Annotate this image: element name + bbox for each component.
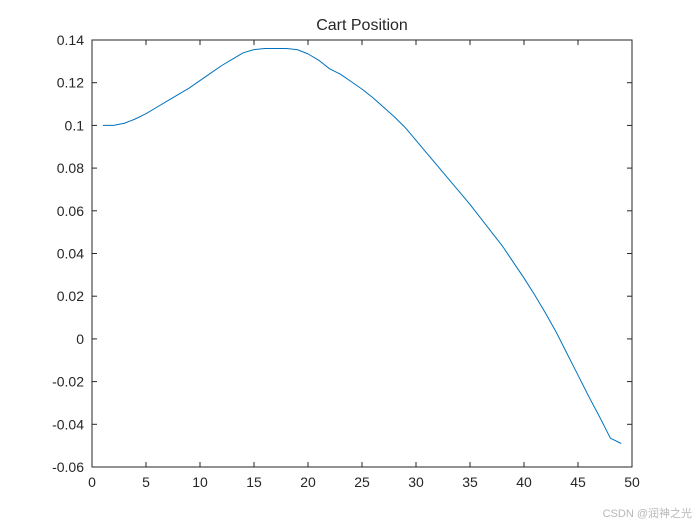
y-tick-label: 0.14 <box>57 32 84 48</box>
x-tick-label: 15 <box>246 474 262 490</box>
y-tick-label: 0.06 <box>57 203 84 219</box>
x-tick-label: 10 <box>192 474 208 490</box>
x-tick-label: 45 <box>570 474 586 490</box>
x-tick-label: 35 <box>462 474 478 490</box>
x-tick-label: 0 <box>88 474 96 490</box>
x-tick-label: 40 <box>516 474 532 490</box>
x-tick-label: 50 <box>624 474 640 490</box>
x-tick-label: 5 <box>142 474 150 490</box>
x-tick-label: 30 <box>408 474 424 490</box>
y-axis: 0.14 0.12 0.1 0.08 0.06 0.04 0.02 0 -0.02 -0.04 -0… <box>52 32 632 475</box>
series-layer <box>102 48 622 444</box>
watermark: CSDN @润神之光 <box>602 508 692 520</box>
y-tick-label: 0.1 <box>65 117 85 133</box>
x-axis: 0 5 10 15 20 25 30 35 40 45 50 <box>88 40 640 490</box>
y-tick-label: 0.04 <box>57 246 84 262</box>
y-tick-label: 0 <box>76 331 84 347</box>
x-tick-label: 25 <box>354 474 370 490</box>
plot-area <box>91 39 633 468</box>
series-line <box>102 48 622 444</box>
y-tick-label: 0.08 <box>57 160 84 176</box>
y-tick-label: 0.02 <box>57 288 84 304</box>
y-tick-label: -0.06 <box>52 459 84 475</box>
y-tick-label: -0.02 <box>52 374 84 390</box>
y-tick-label: 0.12 <box>57 75 84 91</box>
y-tick-label: -0.04 <box>52 416 84 432</box>
chart-title: Cart Position <box>316 17 408 34</box>
x-tick-label: 20 <box>300 474 316 490</box>
